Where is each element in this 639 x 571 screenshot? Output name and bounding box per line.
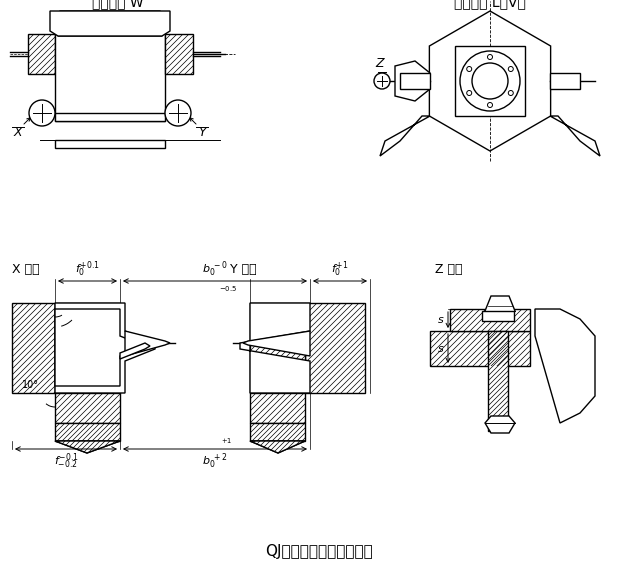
Polygon shape bbox=[55, 309, 145, 386]
Polygon shape bbox=[250, 393, 305, 423]
Circle shape bbox=[488, 54, 493, 59]
Bar bbox=[550, 73, 580, 89]
Text: Y: Y bbox=[198, 126, 206, 139]
Polygon shape bbox=[28, 34, 55, 74]
Text: Z: Z bbox=[376, 57, 384, 70]
Bar bbox=[400, 73, 430, 89]
Polygon shape bbox=[450, 309, 530, 331]
Text: 卧式安装 W: 卧式安装 W bbox=[92, 0, 144, 9]
Polygon shape bbox=[250, 441, 305, 453]
Text: $f_{0}^{+0.1}$: $f_{0}^{+0.1}$ bbox=[75, 259, 100, 279]
Text: 立式安装 L（V）: 立式安装 L（V） bbox=[454, 0, 526, 9]
Circle shape bbox=[29, 100, 55, 126]
Polygon shape bbox=[250, 303, 305, 393]
Polygon shape bbox=[485, 296, 515, 319]
Text: 10°: 10° bbox=[80, 318, 97, 328]
Polygon shape bbox=[55, 441, 120, 453]
Text: 10°: 10° bbox=[22, 380, 39, 390]
Polygon shape bbox=[430, 331, 530, 366]
Text: s: s bbox=[438, 315, 444, 325]
Text: s: s bbox=[438, 344, 444, 354]
Polygon shape bbox=[55, 303, 120, 393]
Text: X 放大: X 放大 bbox=[12, 263, 40, 276]
Circle shape bbox=[374, 73, 390, 89]
Polygon shape bbox=[55, 393, 120, 423]
Polygon shape bbox=[243, 331, 310, 356]
Circle shape bbox=[165, 100, 191, 126]
Text: $b_{0}^{\ +2}$: $b_{0}^{\ +2}$ bbox=[202, 451, 228, 471]
Polygon shape bbox=[250, 423, 305, 441]
Circle shape bbox=[466, 66, 472, 71]
Polygon shape bbox=[240, 303, 310, 393]
Text: 10°: 10° bbox=[60, 314, 77, 324]
Text: $_{+1}$: $_{+1}$ bbox=[221, 436, 233, 446]
Bar bbox=[55, 140, 165, 148]
Polygon shape bbox=[395, 61, 430, 101]
Bar bbox=[55, 31, 165, 121]
Circle shape bbox=[466, 90, 472, 95]
Polygon shape bbox=[55, 441, 120, 453]
Circle shape bbox=[508, 90, 513, 95]
Polygon shape bbox=[250, 441, 305, 453]
Text: $b_0^{\ -0}$: $b_0^{\ -0}$ bbox=[202, 259, 228, 279]
Text: Y 放大: Y 放大 bbox=[230, 263, 257, 276]
Bar bbox=[55, 113, 165, 121]
Polygon shape bbox=[125, 331, 170, 356]
Bar bbox=[455, 46, 525, 116]
Polygon shape bbox=[429, 11, 551, 151]
Polygon shape bbox=[380, 116, 430, 156]
Text: Z 放大: Z 放大 bbox=[435, 263, 463, 276]
Text: $f_{-0.2}^{-0.1}$: $f_{-0.2}^{-0.1}$ bbox=[54, 451, 79, 471]
Polygon shape bbox=[165, 34, 193, 74]
Bar bbox=[482, 311, 514, 321]
Polygon shape bbox=[550, 116, 600, 156]
Polygon shape bbox=[120, 343, 150, 359]
Polygon shape bbox=[55, 303, 155, 393]
Polygon shape bbox=[55, 423, 120, 441]
Text: $_{-0.5}$: $_{-0.5}$ bbox=[219, 284, 237, 294]
Circle shape bbox=[508, 66, 513, 71]
Text: X: X bbox=[13, 126, 22, 139]
Polygon shape bbox=[485, 416, 515, 433]
Circle shape bbox=[472, 63, 508, 99]
Polygon shape bbox=[50, 11, 170, 36]
Circle shape bbox=[488, 103, 493, 107]
Text: $f_0^{+1}$: $f_0^{+1}$ bbox=[331, 259, 349, 279]
Polygon shape bbox=[58, 11, 162, 36]
Polygon shape bbox=[488, 331, 508, 431]
Polygon shape bbox=[535, 309, 595, 423]
Polygon shape bbox=[305, 303, 365, 393]
Text: QJ型减速器三点支承型式: QJ型减速器三点支承型式 bbox=[265, 544, 373, 559]
Circle shape bbox=[460, 51, 520, 111]
Polygon shape bbox=[12, 303, 55, 393]
